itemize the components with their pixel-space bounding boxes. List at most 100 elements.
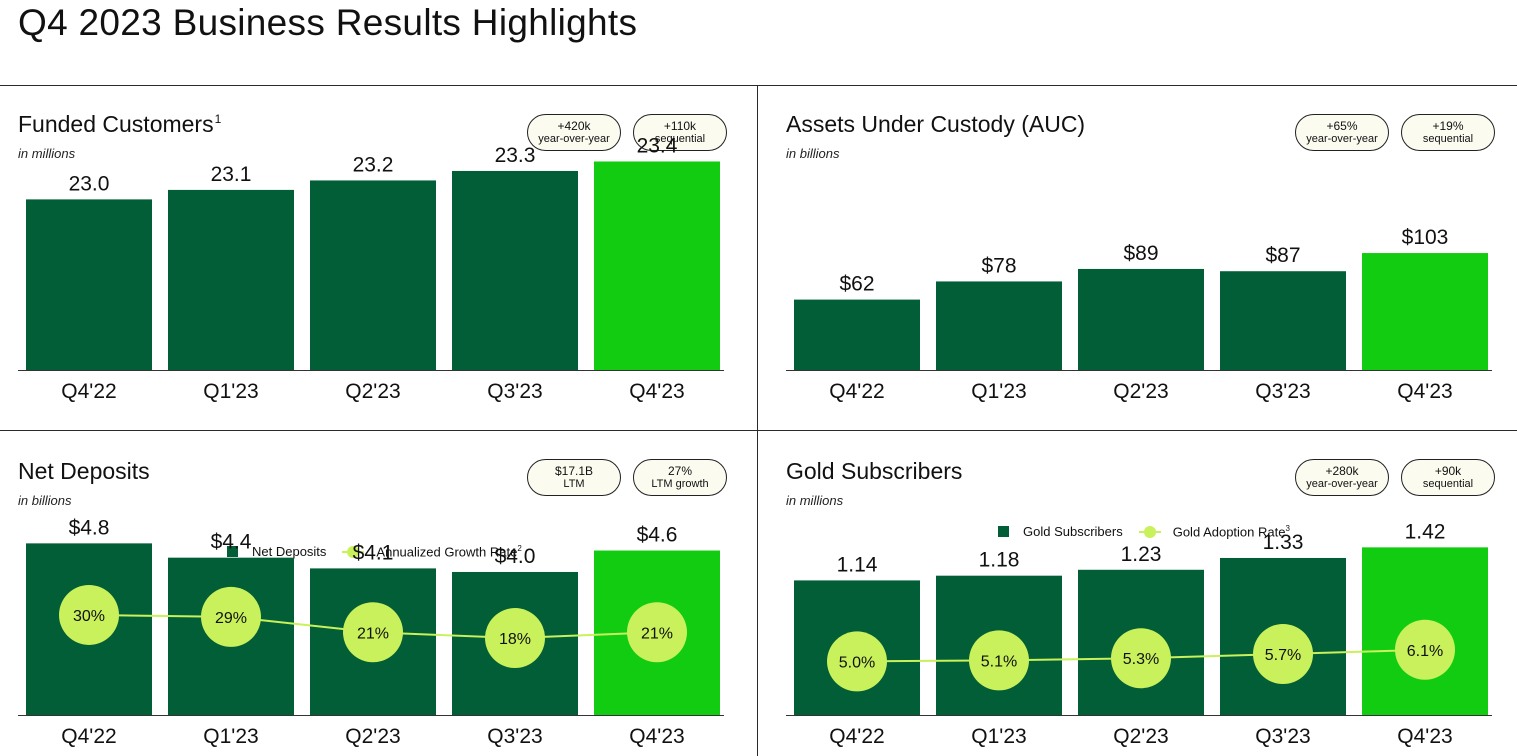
net-deposits-chart: $4.8 Q4'22 $4.4 Q1'23 $4.1 Q2'23 $4.0 Q3'23 $4.6…: [18, 516, 724, 748]
header-divider: [0, 85, 1517, 86]
legend-bar-label: Gold Subscribers: [1023, 524, 1123, 540]
legend-bar-label: Net Deposits: [252, 544, 327, 560]
bar-value-label: 23.2: [353, 153, 394, 176]
bar: [794, 299, 920, 370]
pill-value: 27%: [667, 464, 693, 478]
net-deposits-panel: Net Deposits in billions $17.1B LTM 27% …: [0, 431, 759, 756]
auc-chart: $62 Q4'22 $78 Q1'23 $89 Q2'23 $87 Q3'23 $103 Q4'2…: [786, 226, 1492, 403]
pill-value: +280k: [1325, 464, 1359, 478]
bar-value-label: $103: [1402, 226, 1449, 249]
bar-value-label: $4.1: [353, 541, 394, 564]
bar: [1078, 268, 1204, 370]
bar-value-label: $62: [839, 273, 874, 296]
line-point-label: 5.1%: [981, 653, 1017, 670]
column-divider: [757, 86, 758, 756]
page-title: Q4 2023 Business Results Highlights: [18, 2, 638, 43]
line-point: [485, 608, 545, 669]
line-point: [1395, 619, 1455, 680]
bar-value-label: $4.8: [69, 516, 110, 539]
line-point-label: 21%: [357, 625, 389, 642]
bar-value-label: $87: [1265, 244, 1300, 267]
x-tick-label: Q2'23: [1113, 380, 1168, 403]
pill-sequential: +110k sequential: [633, 114, 727, 151]
pill-year-over-year: +280k year-over-year: [1295, 459, 1389, 496]
pill-label: sequential: [654, 133, 706, 145]
x-tick-label: Q1'23: [203, 725, 258, 748]
pill-sequential: +90k sequential: [1401, 459, 1495, 496]
line-point-label: 29%: [215, 610, 247, 627]
panel-unit: in millions: [786, 493, 844, 508]
pill-value: +65%: [1326, 119, 1358, 133]
panel-title: Assets Under Custody (AUC): [786, 111, 1086, 137]
pill-value: +90k: [1434, 464, 1462, 478]
x-tick-label: Q2'23: [1113, 725, 1168, 748]
auc-panel: Assets Under Custody (AUC) in billions +…: [758, 86, 1517, 430]
bar-value-label: 23.0: [69, 172, 110, 195]
line-point-label: 5.3%: [1123, 651, 1159, 668]
gold-subscribers-chart: 1.14 Q4'22 1.18 Q1'23 1.23 Q2'23 1.33 Q3'23 1.42…: [786, 520, 1492, 748]
line-point-label: 18%: [499, 631, 531, 648]
bar-value-label: $4.4: [211, 531, 252, 554]
bar-value-label: 1.42: [1405, 520, 1446, 543]
bar-value-label: $78: [981, 254, 1016, 277]
x-tick-label: Q2'23: [345, 725, 400, 748]
legend-bar-swatch: [998, 526, 1009, 538]
line-point: [201, 586, 261, 647]
bar-value-label: 1.23: [1121, 543, 1162, 566]
pill-year-over-year: +65% year-over-year: [1295, 114, 1389, 151]
panel-unit: in billions: [18, 493, 72, 508]
x-tick-label: Q3'23: [487, 725, 542, 748]
bar: [168, 189, 294, 370]
x-tick-label: Q4'22: [829, 725, 884, 748]
pill-ltm: $17.1B LTM: [527, 459, 621, 496]
bar-value-label: $4.0: [495, 545, 536, 568]
pill-label: year-over-year: [1306, 133, 1378, 145]
pill-value: +110k: [663, 119, 697, 133]
bar: [1220, 271, 1346, 370]
pill-sequential: +19% sequential: [1401, 114, 1495, 151]
footnote-marker: 1: [214, 112, 222, 127]
line-point-label: 5.7%: [1265, 647, 1301, 664]
bar-value-label: 23.1: [211, 163, 252, 186]
legend-bar-swatch: [227, 546, 238, 558]
x-tick-label: Q4'22: [829, 380, 884, 403]
line-point: [59, 584, 119, 645]
x-tick-label: Q2'23: [345, 380, 400, 403]
panel-title: Net Deposits: [18, 458, 150, 484]
x-tick-label: Q3'23: [487, 380, 542, 403]
x-tick-label: Q4'23: [629, 725, 684, 748]
pill-label: year-over-year: [1306, 478, 1378, 490]
legend-line-label: Gold Adoption Rate3: [1172, 524, 1290, 540]
chart-legend: Net Deposits Annualized Growth Rate2: [227, 544, 522, 559]
x-tick-label: Q4'22: [61, 725, 116, 748]
legend-line-label: Annualized Growth Rate2: [376, 544, 522, 560]
x-tick-label: Q1'23: [971, 380, 1026, 403]
bar-value-label: 23.3: [495, 144, 536, 167]
bar: [594, 161, 720, 370]
x-tick-label: Q4'23: [629, 380, 684, 403]
line-point-label: 6.1%: [1407, 643, 1443, 660]
chart-legend: Gold Subscribers Gold Adoption Rate3: [998, 524, 1290, 539]
bar: [936, 281, 1062, 370]
line-point-label: 30%: [73, 608, 105, 625]
bar: [26, 199, 152, 370]
line-point: [969, 630, 1029, 691]
gold-subscribers-panel: Gold Subscribers in millions +280k year-…: [758, 431, 1517, 756]
pill-ltm-growth: 27% LTM growth: [633, 459, 727, 496]
pill-value: +420k: [557, 119, 591, 133]
bar: [1362, 253, 1488, 370]
panel-unit: in millions: [18, 146, 76, 161]
line-point: [343, 602, 403, 663]
line-point: [627, 602, 687, 663]
line-point-label: 21%: [641, 625, 673, 642]
x-tick-label: Q1'23: [203, 380, 258, 403]
pill-label: year-over-year: [538, 133, 610, 145]
bar: [452, 170, 578, 370]
pill-label: LTM: [563, 478, 585, 490]
x-tick-label: Q4'22: [61, 380, 116, 403]
row-divider: [0, 430, 1517, 431]
pill-value: $17.1B: [554, 464, 594, 478]
pill-year-over-year: +420k year-over-year: [527, 114, 621, 151]
line-point: [827, 631, 887, 692]
pill-label: sequential: [1422, 133, 1474, 145]
